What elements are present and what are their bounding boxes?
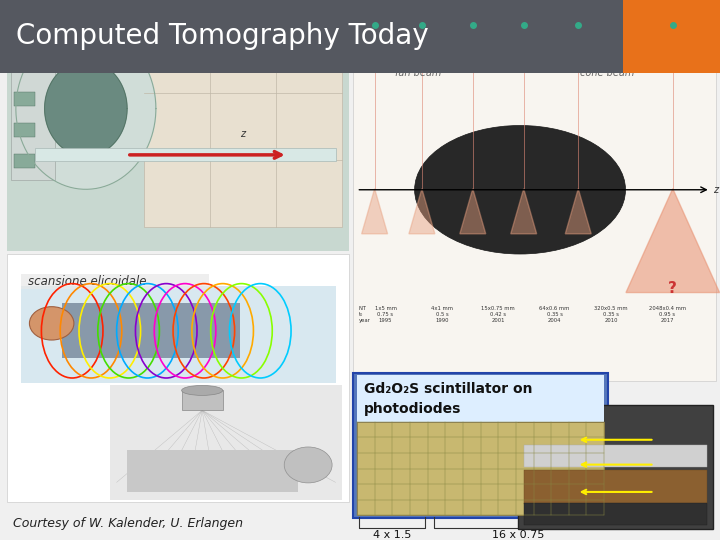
Text: 64x0.6 mm
0.35 s
2004: 64x0.6 mm 0.35 s 2004 xyxy=(539,306,570,323)
Bar xyxy=(14,154,35,168)
Bar xyxy=(524,470,707,504)
Text: 320x0.5 mm
0.35 s
2010: 320x0.5 mm 0.35 s 2010 xyxy=(594,306,628,323)
Text: Gd₂O₂S scintillator on: Gd₂O₂S scintillator on xyxy=(364,382,532,396)
Text: photodiodes: photodiodes xyxy=(364,402,461,416)
Text: 4 x 1.5
mm: 4 x 1.5 mm xyxy=(373,530,411,540)
Text: NₗT
t₀
year: NₗT t₀ year xyxy=(359,306,370,323)
Bar xyxy=(524,503,707,525)
Bar xyxy=(21,286,336,383)
Ellipse shape xyxy=(181,386,222,395)
Bar xyxy=(109,385,343,500)
Circle shape xyxy=(30,307,74,340)
Text: Courtesy of W. Kalender, U. Erlangen: Courtesy of W. Kalender, U. Erlangen xyxy=(13,517,243,530)
Bar xyxy=(62,303,240,358)
Bar xyxy=(11,49,55,180)
Polygon shape xyxy=(460,188,486,234)
Polygon shape xyxy=(409,188,435,234)
Bar xyxy=(353,373,608,518)
Bar xyxy=(518,405,713,529)
Bar xyxy=(7,254,349,502)
Text: z: z xyxy=(240,130,245,139)
Text: cone beam: cone beam xyxy=(580,68,634,78)
Text: 15x0.75 mm
0.42 s
2001: 15x0.75 mm 0.42 s 2001 xyxy=(482,306,515,323)
Text: scansione elicoidale: scansione elicoidale xyxy=(27,275,146,288)
Polygon shape xyxy=(45,61,127,156)
Bar xyxy=(353,14,716,381)
Text: fan beam: fan beam xyxy=(395,68,441,78)
Bar xyxy=(524,445,707,467)
Polygon shape xyxy=(626,188,719,293)
Polygon shape xyxy=(361,188,387,234)
Bar xyxy=(21,274,209,289)
Bar xyxy=(35,148,336,161)
Bar xyxy=(14,123,35,137)
Bar xyxy=(144,25,343,227)
Text: 1x5 mm
0.75 s
1995: 1x5 mm 0.75 s 1995 xyxy=(374,306,397,323)
Bar xyxy=(0,0,623,73)
Bar xyxy=(127,450,298,492)
Bar xyxy=(14,92,35,106)
Text: 2048x0.4 mm
0.95 s
2017: 2048x0.4 mm 0.95 s 2017 xyxy=(649,306,686,323)
Text: z: z xyxy=(713,185,718,195)
Text: 16 x 0.75
mm: 16 x 0.75 mm xyxy=(492,530,544,540)
Polygon shape xyxy=(510,188,536,234)
Bar xyxy=(357,375,604,422)
Text: ?: ? xyxy=(668,281,678,296)
Polygon shape xyxy=(16,28,156,190)
Bar xyxy=(181,390,222,410)
Polygon shape xyxy=(565,188,591,234)
Text: 4x1 mm
0.5 s
1990: 4x1 mm 0.5 s 1990 xyxy=(431,306,453,323)
Text: Computed Tomography Today: Computed Tomography Today xyxy=(16,23,428,50)
Circle shape xyxy=(284,447,332,483)
Bar xyxy=(357,422,604,515)
Bar xyxy=(623,0,720,73)
Ellipse shape xyxy=(415,125,626,254)
Bar xyxy=(7,14,349,251)
